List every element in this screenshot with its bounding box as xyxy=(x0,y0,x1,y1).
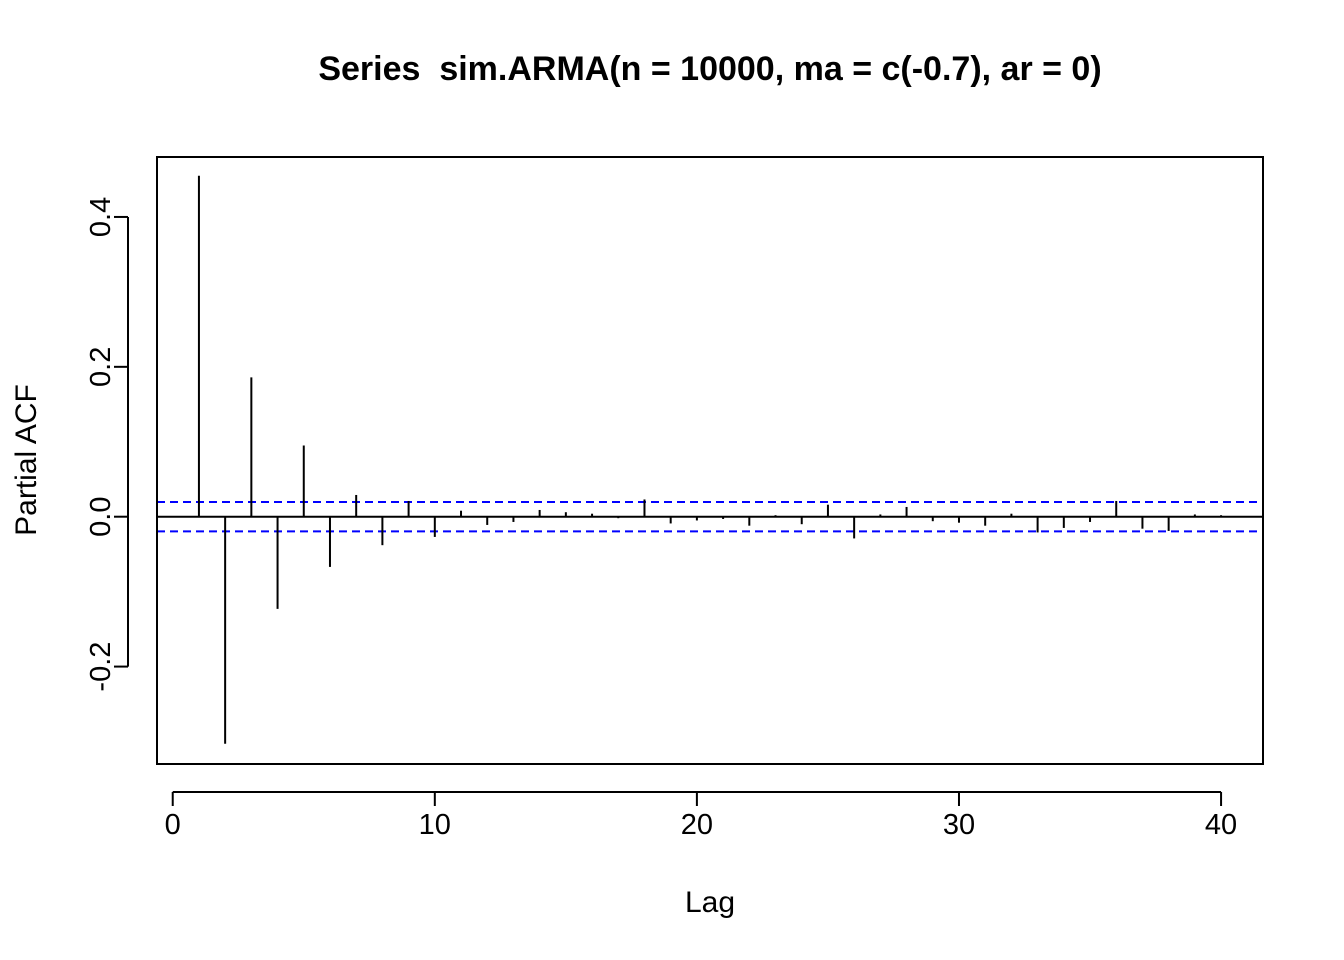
x-tick-label: 20 xyxy=(681,809,713,841)
y-tick-label: 0.0 xyxy=(85,497,117,537)
y-tick-label: -0.2 xyxy=(85,642,117,692)
y-axis: -0.2 0.0 0.2 0.4 xyxy=(85,197,129,692)
x-tick-label: 30 xyxy=(943,809,975,841)
y-axis-label: Partial ACF xyxy=(10,384,43,536)
x-axis-label: Lag xyxy=(685,886,735,919)
x-tick-label: 10 xyxy=(419,809,451,841)
confidence-bounds xyxy=(157,501,1263,533)
y-tick-label: 0.2 xyxy=(85,347,117,387)
x-tick-label: 0 xyxy=(165,809,181,841)
pacf-bars xyxy=(197,175,1223,744)
x-axis: 0 10 20 30 40 xyxy=(165,791,1237,841)
x-tick-label: 40 xyxy=(1205,809,1237,841)
plot-frame xyxy=(156,156,1264,765)
y-tick-label: 0.4 xyxy=(85,197,117,237)
chart-title: Series sim.ARMA(n = 10000, ma = c(-0.7),… xyxy=(318,50,1101,88)
